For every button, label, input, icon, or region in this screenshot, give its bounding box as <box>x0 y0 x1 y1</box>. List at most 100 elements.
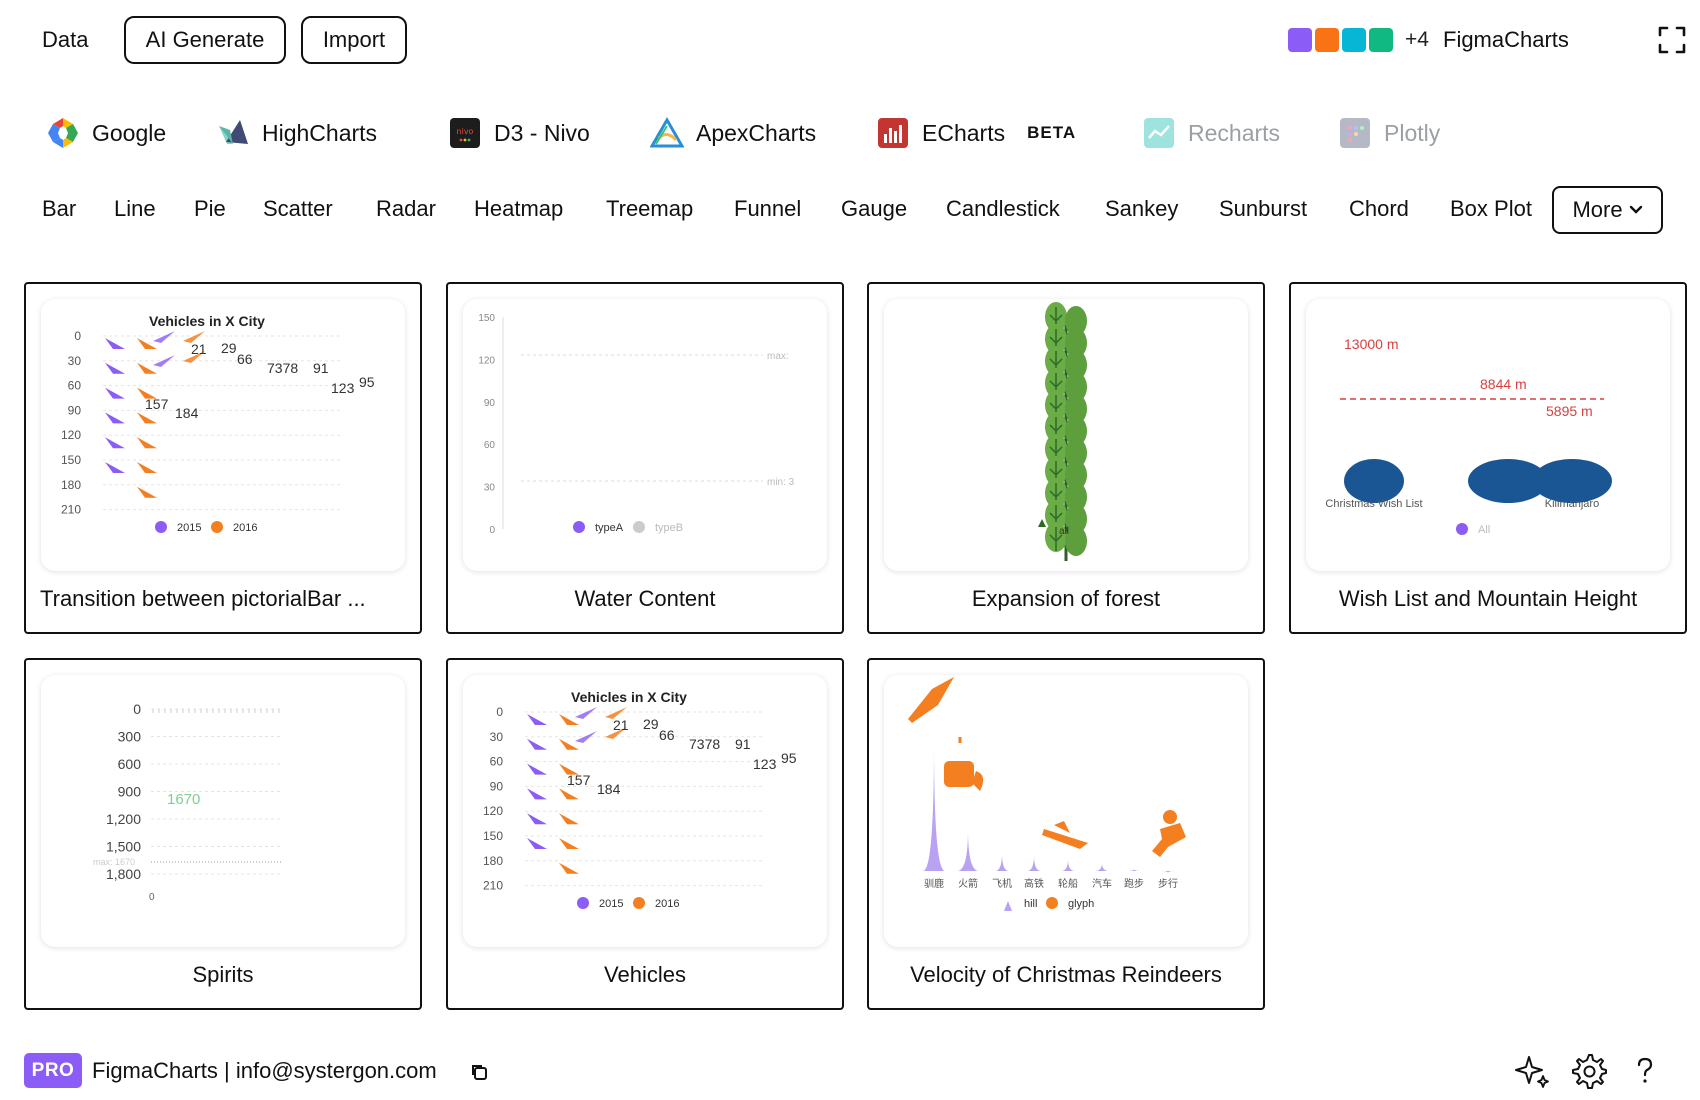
y-tick-label: 30 <box>484 483 496 494</box>
legend-label: hill <box>1024 898 1037 910</box>
tab-sankey[interactable]: Sankey <box>1105 196 1179 221</box>
color-swatch[interactable] <box>1342 28 1366 52</box>
chart-thumbnail: Vehicles in X City 0 30 60 90 120 150 180 210 21 2… <box>463 675 827 947</box>
chart-thumbnail: 13000 m 8844 m 5895 m Christmas Wish List Ki… <box>1306 299 1670 571</box>
data-label: 29 <box>643 716 659 732</box>
chart-thumbnail: 0 300 600 900 1,200 1,500 1,800 max: 1670 1670 0 <box>41 675 405 947</box>
echarts-icon <box>878 118 908 148</box>
tab-box-plot[interactable]: Box Plot <box>1450 196 1532 221</box>
y-tick-label: 30 <box>68 354 82 368</box>
library-google[interactable]: Google <box>46 110 166 156</box>
chart-card-wish-list[interactable]: 13000 m 8844 m 5895 m Christmas Wish List Ki… <box>1289 282 1687 634</box>
y-tick-label: 150 <box>478 313 495 324</box>
y-tick-label: 0 <box>496 705 503 719</box>
y-tick-label: 0 <box>489 525 495 536</box>
library-recharts[interactable]: Recharts <box>1142 110 1280 156</box>
legend-label: All <box>1478 524 1490 536</box>
category-label: Christmas Wish List <box>1325 498 1422 510</box>
tab-treemap[interactable]: Treemap <box>606 196 694 221</box>
hill-bar <box>957 830 979 871</box>
y-tick-label: 210 <box>61 503 81 517</box>
library-apexcharts[interactable]: ApexCharts <box>650 110 816 156</box>
tree-crown <box>1065 328 1087 358</box>
import-button[interactable]: Import <box>301 16 407 64</box>
y-tick-label: 600 <box>118 756 142 772</box>
purple-vehicle-glyph <box>105 412 125 424</box>
library-label: HighCharts <box>262 119 378 146</box>
orange-vehicle-glyph <box>137 387 157 399</box>
gear-icon[interactable] <box>1570 1052 1608 1090</box>
extra-colors-count[interactable]: +4 <box>1405 28 1429 51</box>
tab-radar[interactable]: Radar <box>376 196 436 221</box>
data-label: 123 <box>331 380 355 396</box>
data-tab[interactable]: Data <box>42 27 89 52</box>
runner-glyph <box>1152 823 1186 857</box>
legend-label: glyph <box>1068 898 1094 910</box>
help-icon[interactable] <box>1626 1052 1664 1090</box>
tab-pie[interactable]: Pie <box>194 196 226 221</box>
color-swatch[interactable] <box>1369 28 1393 52</box>
google-icon <box>48 118 78 148</box>
fullscreen-icon[interactable] <box>1658 26 1686 54</box>
legend-marker <box>1046 897 1058 909</box>
chart-title: Vehicles in X City <box>149 313 265 329</box>
y-tick-label: 210 <box>483 879 503 893</box>
y-tick-label: 0 <box>74 329 81 343</box>
orange-vehicle-glyph <box>605 707 627 719</box>
tab-funnel[interactable]: Funnel <box>734 196 802 221</box>
purple-vehicle-glyph <box>527 838 547 849</box>
purple-vehicle-glyph <box>105 362 125 374</box>
library-label: Google <box>92 119 167 146</box>
ai-generate-button[interactable]: AI Generate <box>124 16 286 64</box>
orange-vehicle-glyph <box>559 862 579 874</box>
purple-vehicle-glyph <box>575 707 597 719</box>
chart-card-spirits[interactable]: 0 300 600 900 1,200 1,500 1,800 max: 1670 1670 0 … <box>24 658 422 1010</box>
mountain-shape <box>1344 459 1404 503</box>
tab-gauge[interactable]: Gauge <box>841 196 908 221</box>
library-echarts[interactable]: ECharts BETA <box>876 110 1076 156</box>
color-swatch[interactable] <box>1315 28 1339 52</box>
copy-icon[interactable] <box>470 1063 488 1081</box>
tab-scatter[interactable]: Scatter <box>263 196 333 221</box>
tree-crown <box>1065 306 1087 336</box>
plotly-icon <box>1340 118 1370 148</box>
chart-card-vehicles[interactable]: Vehicles in X City 0 30 60 90 120 150 180 210 21 2… <box>446 658 844 1010</box>
purple-vehicle-glyph <box>105 437 125 449</box>
tab-bar[interactable]: Bar <box>42 196 77 221</box>
chart-card-water-content[interactable]: 150 120 90 60 30 0 max: min: 3 typeA typeB Water … <box>446 282 844 634</box>
data-label: 29 <box>221 340 237 356</box>
purple-vehicle-glyph <box>527 738 547 750</box>
orange-vehicle-glyph <box>559 838 579 849</box>
chart-card-reindeers[interactable]: 驯鹿 火箭 飞机 高铁 轮船 汽车 跑步 步行 hill glyph Velocity of Ch… <box>867 658 1265 1010</box>
plane-glyph <box>1054 821 1070 833</box>
hill-bar <box>1095 863 1109 871</box>
tree-crown <box>1065 416 1087 446</box>
y-tick-label: 120 <box>61 428 81 442</box>
library-plotly[interactable]: Plotly <box>1338 110 1440 156</box>
purple-vehicle-glyph <box>527 813 547 825</box>
tab-candlestick[interactable]: Candlestick <box>946 196 1060 221</box>
color-swatch[interactable] <box>1288 28 1312 52</box>
hill-bar <box>1161 871 1175 873</box>
color-palette[interactable] <box>1288 28 1393 52</box>
legend-label: all <box>1059 526 1069 537</box>
chart-card-pictorialbar[interactable]: Vehicles in X City 0 30 60 90 120 150 180 210 21 2… <box>24 282 422 634</box>
tab-chord[interactable]: Chord <box>1349 196 1409 221</box>
orange-vehicle-glyph <box>137 437 157 449</box>
tab-heatmap[interactable]: Heatmap <box>474 196 564 221</box>
library-nivo[interactable]: nivo D3 - Nivo <box>448 110 590 156</box>
legend-label: typeA <box>595 522 624 534</box>
hill-bar <box>1127 869 1141 871</box>
purple-vehicle-glyph <box>527 763 547 775</box>
library-highcharts[interactable]: HighCharts <box>216 110 377 156</box>
tab-sunburst[interactable]: Sunburst <box>1219 196 1308 221</box>
tree-crown <box>1065 526 1087 556</box>
tab-line[interactable]: Line <box>114 196 156 221</box>
purple-vehicle-glyph <box>527 788 547 800</box>
chart-thumbnail: 150 120 90 60 30 0 max: min: 3 typeA typeB <box>463 299 827 571</box>
chart-card-forest[interactable]: all Expansion of forest <box>867 282 1265 634</box>
apexcharts-icon <box>650 116 684 148</box>
card-title: Velocity of Christmas Reindeers <box>910 962 1222 987</box>
more-button[interactable]: More <box>1552 186 1663 234</box>
sparkles-icon[interactable] <box>1514 1052 1552 1090</box>
